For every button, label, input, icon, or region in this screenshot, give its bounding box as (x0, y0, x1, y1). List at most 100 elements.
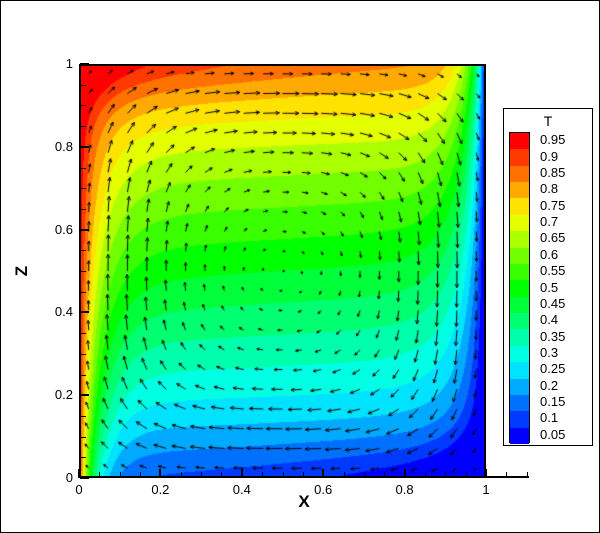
x-major-tick (159, 469, 162, 478)
x-minor-tick (363, 472, 365, 478)
x-tick-label: 0.8 (395, 482, 414, 497)
legend-swatch (510, 362, 529, 380)
legend-swatch (510, 280, 529, 298)
x-major-tick (322, 469, 325, 478)
z-minor-tick (80, 188, 86, 190)
x-minor-tick (262, 472, 264, 478)
legend-level-label: 0.55 (540, 263, 566, 279)
z-minor-tick (80, 250, 86, 252)
legend-level-label: 0.4 (540, 312, 559, 328)
x-minor-tick (201, 472, 203, 478)
legend-swatch (510, 411, 529, 429)
z-major-tick (80, 394, 89, 397)
x-major-tick (485, 469, 487, 478)
legend-level-label: 0.65 (540, 230, 566, 246)
z-tick-label: 0.8 (54, 138, 73, 154)
x-tick-label: 0 (75, 482, 83, 497)
legend-level-label: 0.3 (540, 344, 559, 360)
z-minor-tick (80, 436, 86, 438)
x-tick-label: 1 (482, 482, 490, 497)
x-axis-title: X (298, 492, 310, 511)
legend-level-label: 0.45 (540, 295, 566, 311)
legend-colorbar (509, 132, 530, 444)
legend-swatch (510, 198, 529, 216)
legend-level-label: 0.15 (540, 394, 566, 410)
z-tick-label: 1 (65, 56, 73, 71)
legend: T 0.95 0.9 0.85 0.8 0.75 0.7 0.65 0.6 0.55 0.5 0.4… (503, 108, 593, 446)
legend-swatch (510, 182, 529, 200)
legend-swatch (510, 231, 529, 249)
z-major-tick (80, 145, 89, 148)
legend-swatch (510, 329, 529, 347)
legend-title: T (543, 113, 553, 129)
legend-swatch (510, 247, 529, 265)
x-axis-line (79, 476, 529, 478)
z-minor-tick (80, 333, 86, 335)
legend-level-label: 0.85 (540, 164, 566, 180)
x-major-tick (403, 469, 406, 478)
z-minor-tick (80, 353, 86, 355)
legend-level-label: 0.6 (540, 246, 559, 262)
z-tick-label: 0.6 (54, 221, 73, 237)
legend-swatch (510, 296, 529, 315)
z-minor-tick (80, 415, 86, 417)
z-tick-label: 0 (65, 470, 73, 485)
z-major-tick (80, 63, 89, 65)
legend-level-label: 0.2 (540, 377, 559, 393)
legend-level-label: 0.35 (540, 328, 566, 344)
legend-level-label: 0.95 (540, 132, 566, 148)
z-tick-label: 0.2 (54, 387, 73, 403)
z-minor-tick (80, 271, 86, 272)
x-minor-tick (465, 472, 467, 478)
legend-level-label: 0.05 (540, 426, 566, 442)
x-minor-tick (384, 472, 386, 478)
z-minor-tick (80, 167, 86, 169)
z-minor-tick (80, 374, 86, 376)
z-major-tick (80, 477, 89, 479)
x-minor-tick (506, 472, 508, 478)
x-minor-tick (99, 472, 101, 478)
legend-swatch (510, 427, 529, 444)
legend-level-label: 0.75 (540, 197, 566, 213)
z-minor-tick (80, 105, 86, 107)
z-minor-tick (80, 457, 86, 459)
legend-level-label: 0.5 (540, 279, 559, 295)
x-minor-tick (282, 472, 284, 478)
z-minor-tick (80, 208, 86, 210)
legend-swatch (510, 378, 529, 396)
x-minor-tick (526, 472, 528, 478)
legend-swatch (510, 263, 529, 282)
legend-level-label: 0.8 (540, 181, 559, 197)
z-minor-tick (80, 291, 86, 293)
x-tick-label: 0.6 (314, 482, 333, 497)
legend-swatch (510, 133, 529, 151)
legend-swatch (510, 149, 529, 167)
legend-swatch (510, 165, 529, 184)
z-minor-tick (80, 126, 86, 128)
x-minor-tick (221, 472, 223, 478)
x-tick-label: 0.4 (232, 482, 251, 497)
z-tick-label: 0.4 (54, 304, 73, 320)
legend-level-label: 0.1 (540, 410, 559, 426)
x-minor-tick (343, 472, 345, 478)
x-minor-tick (424, 472, 426, 478)
legend-level-label: 0.7 (540, 214, 559, 230)
legend-level-label: 0.9 (540, 148, 559, 164)
legend-swatch (510, 313, 529, 331)
legend-level-label: 0.25 (540, 361, 566, 377)
z-major-tick (80, 311, 89, 314)
x-major-tick (78, 469, 80, 478)
legend-swatch (510, 345, 529, 364)
legend-swatch (510, 394, 529, 413)
x-minor-tick (302, 472, 304, 478)
x-minor-tick (119, 472, 121, 478)
contour-plot-canvas (79, 64, 486, 478)
z-minor-tick (80, 84, 86, 86)
legend-swatch (510, 214, 529, 233)
z-major-tick (80, 228, 89, 231)
x-minor-tick (445, 472, 447, 478)
x-minor-tick (180, 472, 182, 478)
x-major-tick (240, 469, 243, 478)
x-tick-label: 0.2 (151, 482, 170, 497)
